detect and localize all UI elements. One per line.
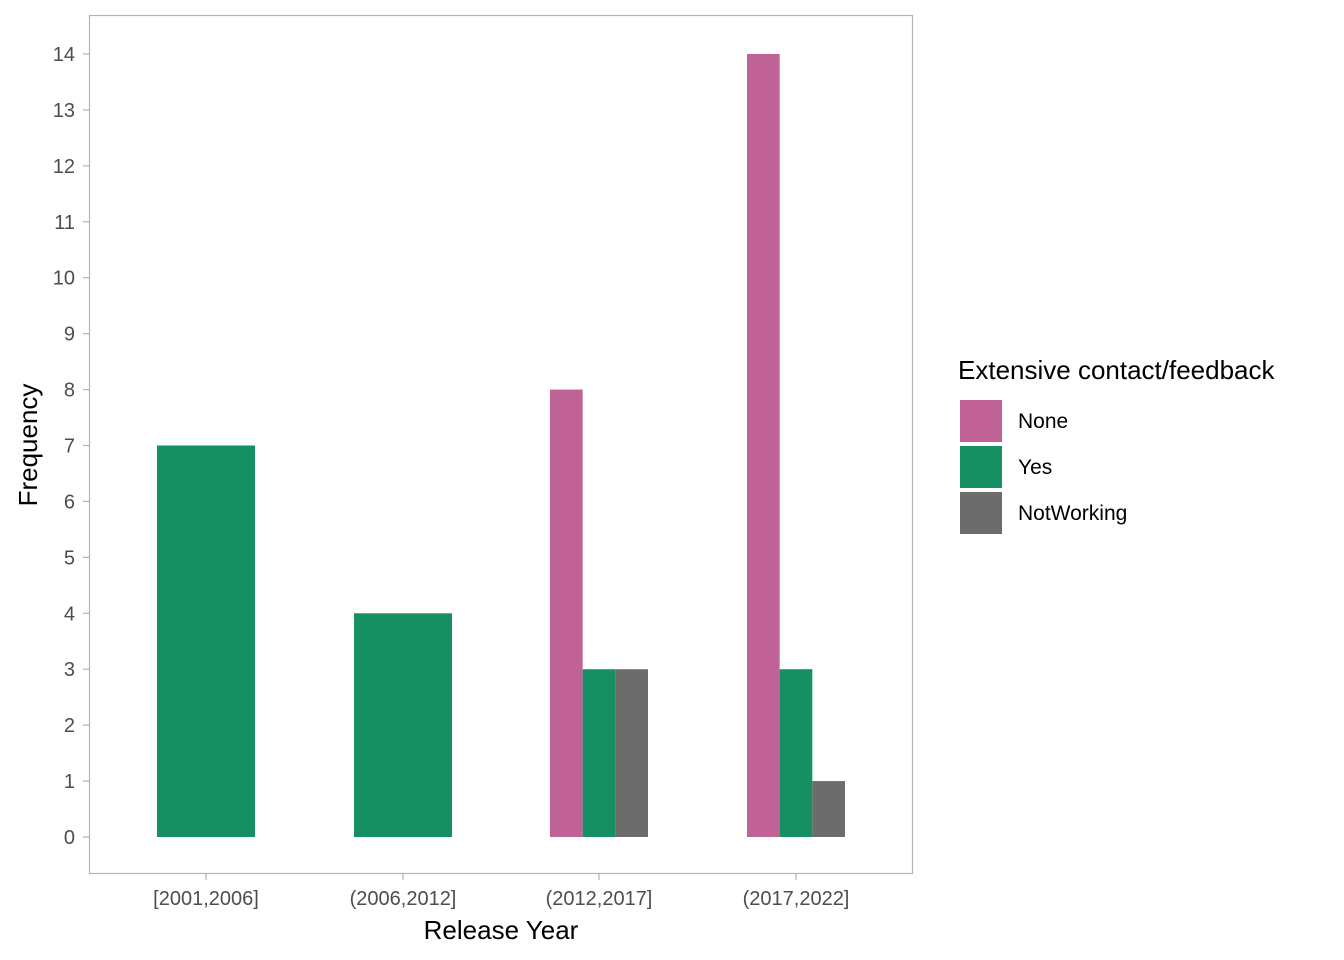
y-tick-label: 4	[64, 603, 75, 625]
y-tick-label: 12	[53, 156, 75, 178]
bar-yes-4	[779, 669, 813, 837]
bar-yes-2	[354, 613, 452, 837]
y-tick-label: 5	[64, 547, 75, 569]
y-tick-label: 13	[53, 100, 75, 122]
bars-group	[157, 54, 845, 837]
y-tick-label: 11	[54, 212, 75, 234]
x-tick-label: (2012,2017]	[546, 888, 653, 910]
legend-label-yes: Yes	[1018, 456, 1052, 479]
y-tick-label: 7	[64, 436, 75, 458]
y-tick-label: 6	[64, 491, 75, 513]
y-tick-label: 8	[64, 380, 75, 402]
legend: Extensive contact/feedback None Yes NotWor…	[958, 355, 1276, 534]
x-tick-label: (2006,2012]	[350, 888, 457, 910]
panel-border	[88, 14, 914, 875]
bar-notworking-4	[812, 781, 845, 837]
y-tick-label: 2	[64, 715, 75, 737]
x-axis: [2001,2006] (2006,2012] (2012,2017] (2017,2…	[153, 874, 849, 910]
x-tick-label: (2017,2022]	[743, 888, 850, 910]
y-tick-label: 9	[64, 324, 75, 346]
y-tick-label: 14	[53, 44, 75, 66]
y-tick-label: 10	[53, 268, 75, 290]
legend-swatch-yes	[960, 446, 1002, 488]
y-tick-label: 3	[64, 659, 75, 681]
legend-swatch-notworking	[960, 492, 1002, 534]
bar-yes-1	[157, 445, 255, 837]
x-tick-label: [2001,2006]	[153, 888, 259, 910]
y-tick-label: 0	[64, 827, 75, 849]
bar-none-3	[550, 389, 583, 837]
legend-swatch-none	[960, 400, 1002, 442]
y-axis-title: Frequency	[13, 384, 43, 507]
legend-label-notworking: NotWorking	[1018, 502, 1127, 525]
legend-title: Extensive contact/feedback	[958, 355, 1276, 385]
bar-none-4	[747, 54, 780, 837]
bar-yes-3	[582, 669, 616, 837]
y-tick-label: 1	[64, 771, 75, 793]
legend-label-none: None	[1018, 410, 1068, 433]
x-axis-title: Release Year	[424, 915, 579, 945]
bar-notworking-3	[615, 669, 648, 837]
